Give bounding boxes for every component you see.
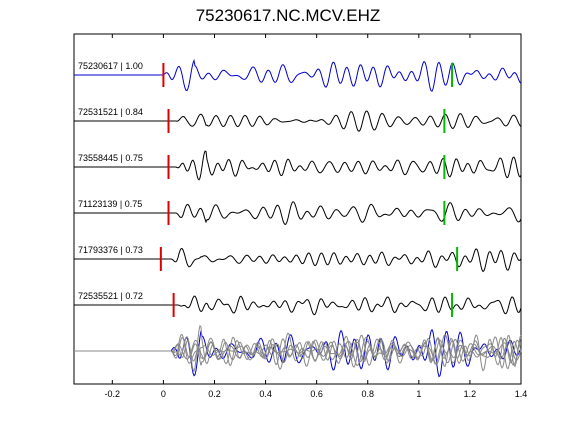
trace-2 [74,110,522,132]
x-tick-label: 0.6 [310,389,323,399]
chart-title: 75230617.NC.MCV.EHZ [195,6,381,25]
trace-5 [74,247,522,273]
trace-label-6: 72535521 | 0.72 [78,291,143,301]
axes-frame [73,33,522,385]
x-tick-label: 0.8 [361,389,374,399]
trace-label-4: 71123139 | 0.75 [78,199,142,209]
stack-trace-6 [74,335,522,367]
trace-label-5: 71793376 | 0.73 [78,245,143,255]
trace-label-3: 73558445 | 0.75 [78,153,143,163]
x-tick-label: 0.4 [259,389,272,399]
trace-label-1: 75230617 | 1.00 [78,61,143,71]
trace-4 [74,201,522,226]
trace-3 [74,150,522,181]
trace-1 [74,58,522,92]
x-tick-label: 1.2 [464,389,477,399]
trace-label-2: 72531521 | 0.84 [78,107,143,117]
x-tick-label: -0.2 [105,389,121,399]
x-tick-label: 0 [161,389,166,399]
x-tick-label: 1 [416,389,421,399]
x-tick-label: 0.2 [208,389,221,399]
x-tick-label: 1.4 [515,389,528,399]
trace-6 [74,295,522,316]
